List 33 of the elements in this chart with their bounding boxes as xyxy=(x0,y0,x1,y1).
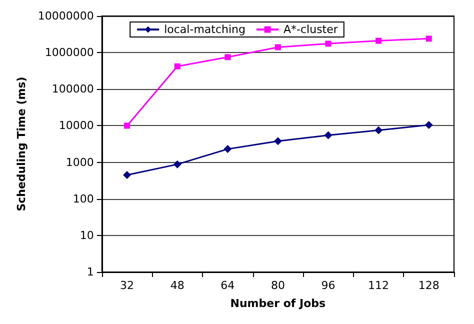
x-tick-label: 128 xyxy=(418,279,440,292)
point xyxy=(424,120,433,129)
point xyxy=(174,63,180,70)
point xyxy=(173,160,182,168)
y-axis-title: Scheduling Time (ms) xyxy=(15,76,28,212)
y-tick-label: 10000000 xyxy=(38,10,94,22)
x-axis-title: Number of Jobs xyxy=(230,297,326,310)
x-tick-label: 32 xyxy=(120,279,134,292)
point xyxy=(374,126,383,134)
y-tick-label: 10000 xyxy=(58,119,94,132)
point xyxy=(426,36,432,42)
y-tick-label: 10 xyxy=(80,228,94,242)
y-tick-label: 1000000 xyxy=(44,46,94,60)
y-tick-label: 100000 xyxy=(52,82,94,96)
point xyxy=(376,38,382,44)
legend-label: A*-cluster xyxy=(284,23,338,36)
y-tick-label: 1 xyxy=(86,266,94,278)
x-tick-label: 112 xyxy=(368,279,390,292)
x-tick-label: 96 xyxy=(321,279,336,292)
y-tick-label: 100 xyxy=(72,192,94,206)
point xyxy=(224,54,231,60)
point xyxy=(324,131,332,140)
y-tick-label: 1000 xyxy=(66,156,94,169)
x-tick-label: 48 xyxy=(170,279,184,292)
point xyxy=(123,170,132,179)
x-tick-label: 64 xyxy=(220,279,235,292)
point xyxy=(224,145,232,154)
legend-label: local-matching xyxy=(164,23,246,36)
point xyxy=(274,44,281,50)
x-tick-label: 80 xyxy=(270,279,285,292)
point xyxy=(274,137,282,146)
point xyxy=(325,40,332,47)
point xyxy=(124,122,130,129)
